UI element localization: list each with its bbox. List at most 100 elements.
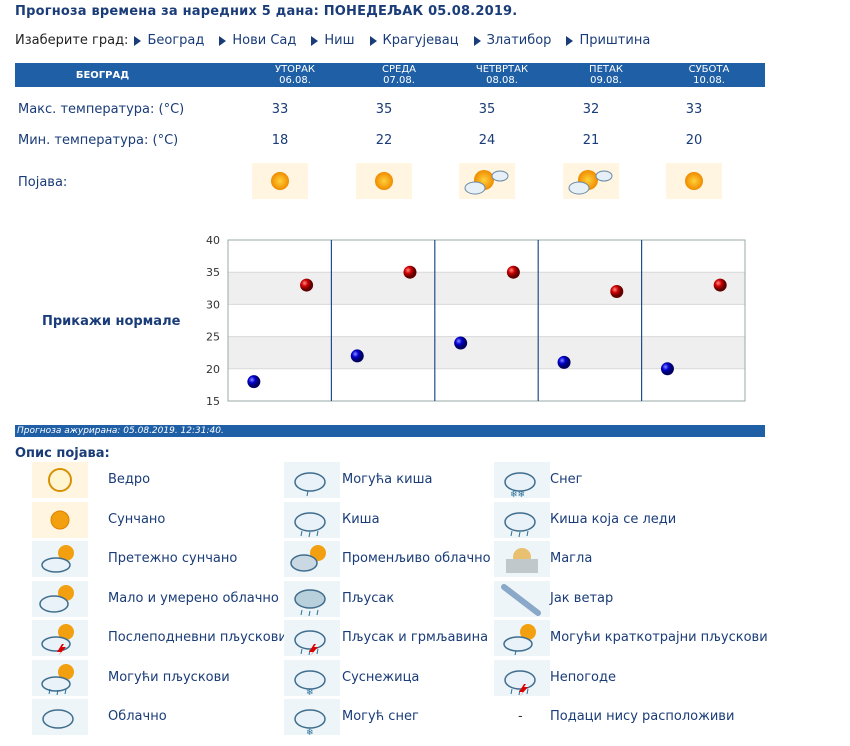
clear-sky-icon: [32, 462, 88, 498]
legend-item-label: Могућа киша: [342, 472, 433, 487]
sleet-icon: ❄: [284, 659, 340, 696]
legend-item-label: Претежно сунчано: [108, 551, 238, 566]
day-header: ЧЕТВРТАК 08.08.: [475, 64, 529, 86]
partly-cloudy-icon: [32, 580, 88, 617]
arrow-right-icon: [566, 35, 574, 46]
legend-item-label: Променљиво облачно: [342, 551, 491, 566]
chart-band: [228, 368, 745, 401]
chart-band: [228, 272, 745, 305]
strong-wind-icon: [494, 580, 550, 617]
legend-item-label: Магла: [550, 551, 593, 566]
y-tick-label: 20: [206, 363, 220, 376]
cloudy-icon: [32, 699, 88, 735]
min-temp-point: [660, 362, 674, 376]
phenomenon-label: Појава:: [18, 175, 68, 190]
max-temp-label: Макс. температура: (°C): [18, 102, 185, 117]
max-temp-value: 33: [685, 102, 703, 117]
legend-item-label: Сунчано: [108, 511, 166, 527]
city-link-nis[interactable]: Ниш: [311, 33, 355, 48]
day-header: СУБОТА 10.08.: [688, 64, 730, 86]
legend-item-label: Ведро: [108, 472, 151, 487]
mostly-sunny-icon: [32, 541, 88, 577]
update-bar: Прогноза ажурирана: 05.08.2019. 12:31:40…: [15, 425, 765, 437]
freezing-rain-icon: [494, 501, 550, 538]
min-temp-value: 18: [271, 133, 289, 148]
max-temp-value: 35: [478, 102, 496, 117]
min-temp-point: [557, 355, 571, 369]
legend-item-label: Могући пљускови: [108, 669, 230, 685]
mostly-sunny-icon: [563, 163, 619, 199]
update-timestamp: Прогноза ажурирана: 05.08.2019. 12:31:40…: [17, 426, 224, 436]
legend-item-label: Киша: [342, 511, 380, 527]
legend-item-label: Могући краткотрајни пљускови: [550, 630, 768, 645]
possible-brief-showers-icon: [494, 620, 550, 656]
y-tick-label: 15: [206, 395, 220, 408]
mostly-sunny-icon: [459, 163, 515, 199]
legend-item-label: Киша која се леди: [550, 511, 677, 527]
city-link-novi-sad[interactable]: Нови Сад: [219, 33, 296, 48]
arrow-right-icon: [219, 35, 227, 46]
arrow-right-icon: [134, 35, 142, 46]
arrow-right-icon: [311, 35, 319, 46]
possible-showers-icon: [32, 659, 88, 696]
legend-item-label: Пљусак и грмљавина: [342, 630, 489, 645]
min-temp-point: [350, 349, 364, 363]
chart-frame: [227, 239, 746, 402]
max-temp-value: 32: [582, 102, 600, 117]
thunderstorm-icon: [284, 620, 340, 656]
day-header: ПЕТАК 09.08.: [589, 64, 623, 86]
rain-icon: [284, 501, 340, 538]
chart-band: [228, 240, 745, 273]
min-temp-value: 20: [685, 133, 703, 148]
y-tick-label: 40: [206, 234, 220, 247]
shower-icon: [284, 580, 340, 617]
afternoon-showers-icon: [32, 620, 88, 656]
y-tick-label: 35: [206, 266, 220, 279]
min-temp-point: [454, 336, 468, 350]
sunny-icon: [252, 163, 308, 199]
max-temp-point: [506, 265, 520, 279]
legend-item-label: Мало и умерено облачно: [108, 590, 279, 606]
city-selector-label: Изаберите град:: [15, 33, 129, 48]
fog-icon: [494, 541, 550, 577]
min-temp-label: Мин. температура: (°C): [18, 133, 179, 148]
svg-text:❄❄: ❄❄: [510, 490, 525, 498]
max-temp-value: 33: [271, 102, 289, 117]
min-temp-value: 22: [375, 133, 393, 148]
sunny-icon: [356, 163, 412, 199]
max-temp-point: [403, 265, 417, 279]
arrow-right-icon: [473, 35, 481, 46]
min-temp-value: 21: [582, 133, 600, 148]
page-title: Прогноза времена за наредних 5 дана: ПОН…: [15, 4, 518, 19]
sunny-icon: [32, 501, 88, 538]
possible-snow-icon: ❄: [284, 699, 340, 735]
legend-item-label: Суснежица: [342, 669, 420, 685]
legend-title: Опис појава:: [15, 446, 110, 461]
chart-band: [228, 336, 745, 369]
min-temp-value: 24: [478, 133, 496, 148]
show-normals-link[interactable]: Прикажи нормале: [42, 314, 181, 329]
min-temp-point: [247, 375, 261, 389]
legend-item-label: Јак ветар: [550, 590, 614, 606]
possible-rain-icon: [284, 462, 340, 498]
city-link-pristina[interactable]: Приштина: [566, 33, 650, 48]
city-link-kragujevac[interactable]: Крагујевац: [369, 33, 459, 48]
legend-item-label: Снег: [550, 472, 583, 487]
legend-item-label: Пљусак: [342, 590, 395, 606]
max-temp-point: [300, 278, 314, 292]
day-header: УТОРАК 06.08.: [274, 64, 316, 86]
legend-item-label: Облачно: [108, 709, 167, 724]
svg-text:❄: ❄: [306, 728, 314, 735]
city-selector: Изаберите град: Београд Нови Сад Ниш Кра…: [15, 33, 665, 48]
sunny-icon: [666, 163, 722, 199]
legend-item-label: Подаци нису расположиви: [550, 709, 735, 724]
y-tick-label: 30: [206, 298, 220, 311]
y-tick-label: 25: [206, 331, 220, 344]
city-link-zlatibor[interactable]: Златибор: [473, 33, 551, 48]
max-temp-point: [713, 278, 727, 292]
variable-cloudy-icon: [284, 541, 340, 577]
day-header: СРЕДА 07.08.: [382, 64, 416, 86]
forecast-header: БЕОГРАД УТОРАК 06.08. СРЕДА 07.08. ЧЕТВРТА…: [15, 63, 765, 87]
no-data-icon: -: [518, 709, 523, 724]
city-link-beograd[interactable]: Београд: [134, 33, 204, 48]
